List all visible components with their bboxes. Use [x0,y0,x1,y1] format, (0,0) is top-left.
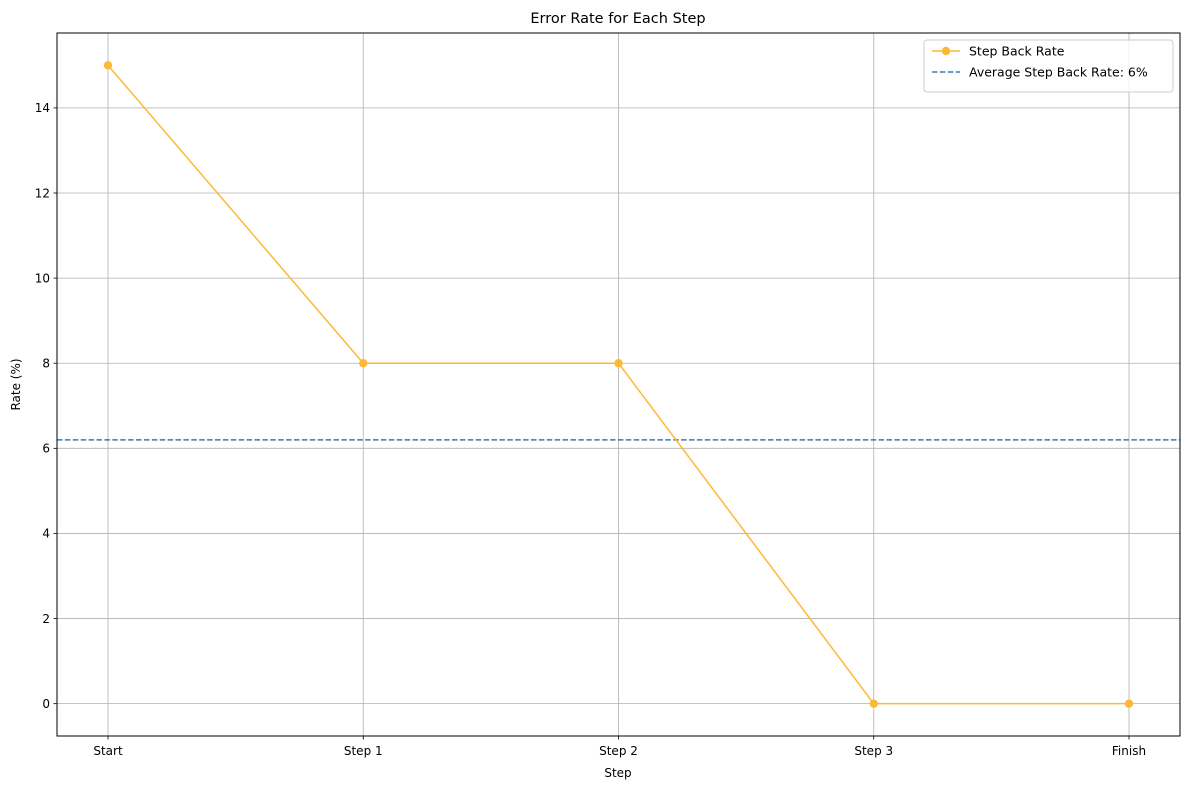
y-tick-label: 2 [42,612,50,626]
data-point [869,699,878,708]
legend-series-label: Step Back Rate [969,44,1065,59]
grid-lines [57,33,1180,736]
y-tick-label: 4 [42,527,50,541]
x-tick-label: Step 2 [599,744,638,758]
y-tick-label: 14 [35,101,50,115]
legend: Step Back Rate Average Step Back Rate: 6… [923,39,1174,93]
series-group [103,61,1134,708]
legend-series-marker [941,46,951,56]
data-point [1124,699,1134,708]
chart-title: Error Rate for Each Step [530,11,705,27]
data-point [614,359,623,368]
y-tick-label: 8 [42,357,50,371]
x-tick-label: Finish [1112,744,1146,758]
y-tick-label: 12 [35,186,50,200]
x-axis-label: Step [604,766,631,780]
y-tick-label: 10 [35,271,50,285]
data-point [103,61,113,70]
y-axis-label: Rate (%) [9,358,23,410]
x-tick-label: Step 3 [854,744,893,758]
x-tick-label: Step 1 [344,744,383,758]
data-point [359,359,368,368]
legend-reference-label: Average Step Back Rate: 6% [969,65,1148,80]
x-axis-ticks: Start Step 1 Step 2 Step 3 Finish [93,736,1146,758]
x-tick-label: Start [93,744,123,758]
y-tick-label: 6 [42,442,50,456]
legend-box [923,39,1174,93]
y-tick-label: 0 [42,697,50,711]
y-axis-ticks: 0 2 4 6 8 10 12 14 [35,101,57,711]
